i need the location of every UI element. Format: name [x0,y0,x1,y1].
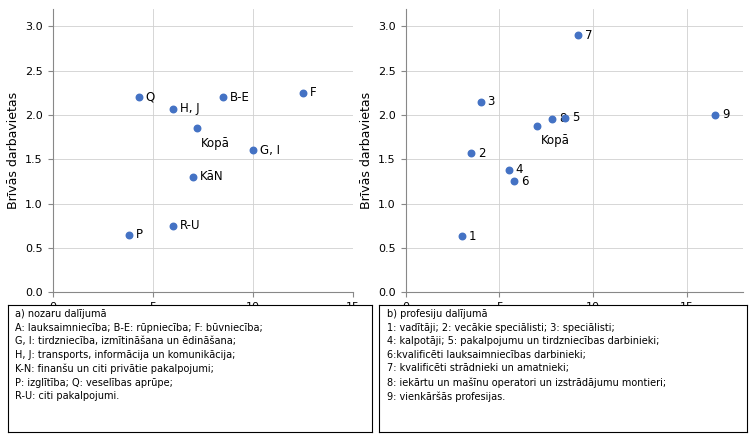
Text: 7: 7 [585,29,593,42]
Text: P: P [136,228,143,241]
Point [456,233,468,240]
Point [466,150,478,157]
Point [572,32,584,39]
Text: 3: 3 [487,95,495,108]
Point [531,122,543,129]
Point [217,94,229,101]
Text: 6: 6 [521,175,529,188]
Text: Kopā: Kopā [541,134,570,147]
Point [503,167,515,174]
Point [122,231,134,238]
Point [475,98,487,105]
Text: 1: 1 [469,230,476,243]
Text: 9: 9 [722,109,730,122]
Y-axis label: Brīvās darbavietas: Brīvās darbavietas [360,92,372,209]
Point [546,115,558,122]
Text: 8: 8 [559,112,566,125]
Text: R-U: R-U [179,219,201,232]
Text: F: F [310,86,316,99]
Point [167,222,179,229]
X-axis label: Bezdarbs: Bezdarbs [545,317,604,330]
Text: KāN: KāN [200,170,223,184]
Text: a) nozaru dalījumā
A: lauksaimniecība; B-E: rūpniecība; F: būvniecība;
G, I: tir: a) nozaru dalījumā A: lauksaimniecība; B… [15,309,263,401]
Text: H, J: H, J [179,102,199,115]
Point [709,112,721,119]
Point [133,94,145,101]
Point [559,114,572,121]
Text: 4: 4 [516,164,523,177]
Text: Q: Q [146,91,155,104]
Text: 2: 2 [478,146,486,160]
Point [167,106,179,112]
Point [297,89,309,96]
Text: G, I: G, I [260,144,280,157]
Text: 5: 5 [572,111,580,124]
Point [187,174,199,181]
X-axis label: Bezdarbs: Bezdarbs [173,317,232,330]
Y-axis label: Brīvās darbavietas: Brīvās darbavietas [7,92,20,209]
Point [191,125,203,132]
Text: b) profesiju dalījumā
1: vadītāji; 2: vecākie speciālisti; 3: speciālisti;
4: ka: b) profesiju dalījumā 1: vadītāji; 2: ve… [387,309,665,402]
Text: Kopā: Kopā [201,137,230,150]
Text: B-E: B-E [230,91,249,104]
Point [247,147,259,154]
Point [508,178,520,185]
